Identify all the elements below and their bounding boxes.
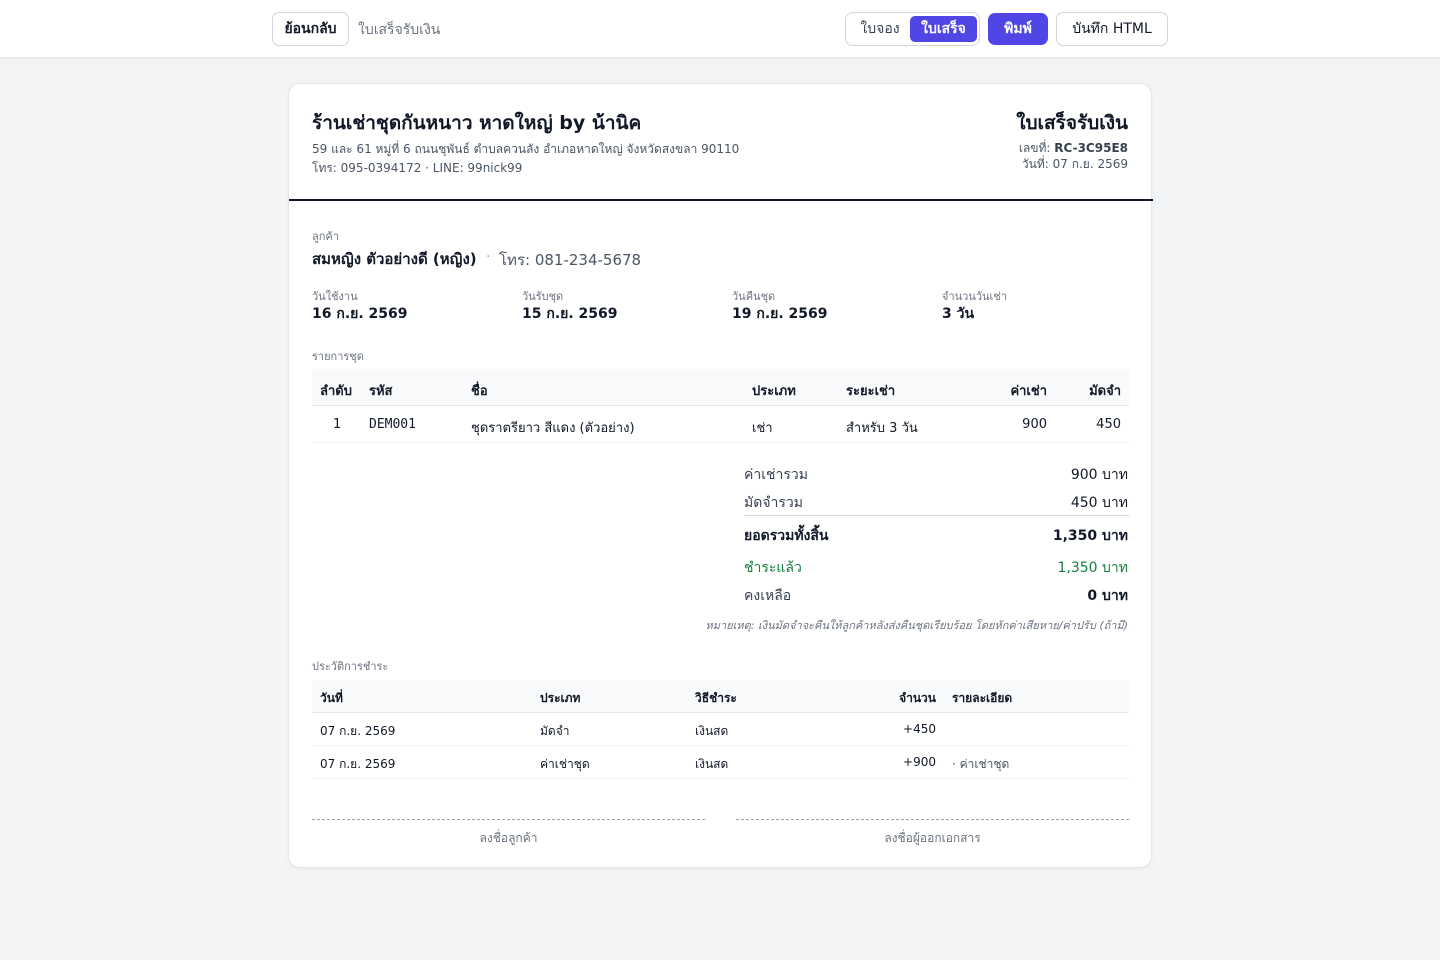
save-html-button[interactable]: บันทึก HTML bbox=[1056, 12, 1168, 46]
rental-days-label: จำนวนวันเช่า bbox=[942, 290, 1007, 303]
payment-date: 07 ก.ย. 2569 bbox=[320, 724, 396, 738]
payment-history-header: วันที่ ประเภท วิธีชำระ จำนวน รายละเอียด bbox=[312, 680, 1129, 713]
item-name: ชุดราตรียาว สีแดง (ตัวอย่าง) bbox=[471, 421, 635, 436]
payment-date: 07 ก.ย. 2569 bbox=[320, 757, 396, 771]
page-title: ใบเสร็จรับเงิน bbox=[358, 22, 441, 38]
col-amount: จำนวน bbox=[899, 691, 936, 705]
payment-method: เงินสด bbox=[695, 724, 729, 738]
item-rent: 900 bbox=[1022, 417, 1047, 432]
pickup-date-label: วันรับชุด bbox=[522, 290, 564, 303]
customer-signature-line bbox=[312, 819, 705, 820]
shop-name: ร้านเช่าชุดกันหนาว หาดใหญ่ by น้านิค bbox=[312, 112, 642, 134]
return-date-value: 19 ก.ย. 2569 bbox=[732, 306, 828, 322]
col-name: ชื่อ bbox=[471, 384, 488, 399]
rental-days-value: 3 วัน bbox=[942, 306, 975, 322]
shop-address: 59 และ 61 หมู่ที่ 6 ถนนชุพันธ์ ตำบลควนลั… bbox=[312, 142, 740, 156]
use-date-value: 16 ก.ย. 2569 bbox=[312, 306, 408, 322]
payment-method: เงินสด bbox=[695, 757, 729, 771]
return-date-label: วันคืนชุด bbox=[732, 290, 776, 303]
col-no: ลำดับ bbox=[320, 384, 352, 399]
pickup-date-value: 15 ก.ย. 2569 bbox=[522, 306, 618, 322]
document-type-toggle: ใบจอง ใบเสร็จ bbox=[845, 12, 980, 46]
deposit-total-value: 450 บาท bbox=[1070, 495, 1128, 511]
customer-phone: โทร: 081-234-5678 bbox=[499, 251, 642, 269]
header-divider bbox=[289, 199, 1153, 201]
balance-label: คงเหลือ bbox=[744, 588, 792, 604]
document-number-value: RC-3C95E8 bbox=[1054, 141, 1128, 155]
top-toolbar: ย้อนกลับ ใบเสร็จรับเงิน ใบจอง ใบเสร็จ พิ… bbox=[0, 0, 1440, 58]
rent-total-label: ค่าเช่ารวม bbox=[744, 467, 808, 483]
col-date: วันที่ bbox=[320, 691, 343, 705]
issuer-signature-line bbox=[736, 819, 1129, 820]
payment-type: ค่าเช่าชุด bbox=[540, 757, 590, 771]
deposit-total-label: มัดจำรวม bbox=[744, 495, 803, 511]
use-date-label: วันใช้งาน bbox=[312, 290, 358, 303]
rent-total-value: 900 บาท bbox=[1070, 467, 1128, 483]
customer-signature-label: ลงชื่อลูกค้า bbox=[479, 831, 538, 845]
table-row: 07 ก.ย. 2569 มัดจำ เงินสด +450 bbox=[312, 713, 1129, 746]
deposit-note: หมายเหตุ: เงินมัดจำจะคืนให้ลูกค้าหลังส่ง… bbox=[705, 619, 1128, 632]
item-period: สำหรับ 3 วัน bbox=[846, 421, 918, 436]
print-button[interactable]: พิมพ์ bbox=[988, 13, 1048, 45]
col-deposit: มัดจำ bbox=[1089, 384, 1121, 399]
customer-label: ลูกค้า bbox=[312, 230, 339, 243]
tab-receipt[interactable]: ใบเสร็จ bbox=[910, 16, 977, 42]
col-pay-type: ประเภท bbox=[540, 691, 581, 705]
col-rent: ค่าเช่า bbox=[1010, 384, 1047, 399]
document-number: เลขที่: RC-3C95E8 bbox=[1019, 139, 1128, 158]
document-date: วันที่: 07 ก.ย. 2569 bbox=[1021, 157, 1128, 171]
summary-divider bbox=[744, 515, 1129, 516]
paid-label: ชำระแล้ว bbox=[744, 560, 802, 576]
back-button[interactable]: ย้อนกลับ bbox=[272, 12, 349, 46]
col-type: ประเภท bbox=[752, 384, 796, 399]
items-section-label: รายการชุด bbox=[312, 350, 364, 363]
document-number-label: เลขที่: bbox=[1018, 141, 1051, 155]
item-deposit: 450 bbox=[1096, 417, 1121, 432]
items-table-header: ลำดับ รหัส ชื่อ ประเภท ระยะเช่า ค่าเช่า … bbox=[312, 369, 1129, 406]
shop-contact: โทร: 095-0394172 · LINE: 99nick99 bbox=[312, 161, 523, 175]
payment-history-label: ประวัติการชำระ bbox=[312, 660, 389, 673]
item-no: 1 bbox=[333, 417, 342, 432]
payment-amount: +450 bbox=[903, 722, 936, 736]
balance-value: 0 บาท bbox=[1087, 588, 1128, 604]
customer-name: สมหญิง ตัวอย่างดี (หญิง) bbox=[312, 250, 477, 268]
grand-total-label: ยอดรวมทั้งสิ้น bbox=[744, 528, 829, 544]
grand-total-value: 1,350 บาท bbox=[1052, 528, 1128, 544]
col-method: วิธีชำระ bbox=[695, 691, 737, 705]
col-detail: รายละเอียด bbox=[952, 691, 1013, 705]
table-row: 1 DEM001 ชุดราตรียาว สีแดง (ตัวอย่าง) เช… bbox=[312, 406, 1129, 443]
item-type: เช่า bbox=[752, 421, 773, 436]
payment-type: มัดจำ bbox=[540, 724, 570, 738]
receipt-card: ร้านเช่าชุดกันหนาว หาดใหญ่ by น้านิค 59 … bbox=[288, 83, 1153, 868]
payment-amount: +900 bbox=[903, 755, 936, 769]
table-row: 07 ก.ย. 2569 ค่าเช่าชุด เงินสด +900 · ค่… bbox=[312, 746, 1129, 779]
col-period: ระยะเช่า bbox=[846, 384, 896, 399]
document-title: ใบเสร็จรับเงิน bbox=[1016, 112, 1128, 134]
issuer-signature-label: ลงชื่อผู้ออกเอกสาร bbox=[884, 831, 981, 845]
item-code: DEM001 bbox=[369, 417, 416, 432]
tab-booking[interactable]: ใบจอง bbox=[860, 21, 900, 37]
col-code: รหัส bbox=[369, 384, 393, 399]
paid-value: 1,350 บาท bbox=[1057, 560, 1128, 576]
payment-detail: · ค่าเช่าชุด bbox=[952, 757, 1010, 771]
customer-separator: · bbox=[486, 249, 491, 265]
